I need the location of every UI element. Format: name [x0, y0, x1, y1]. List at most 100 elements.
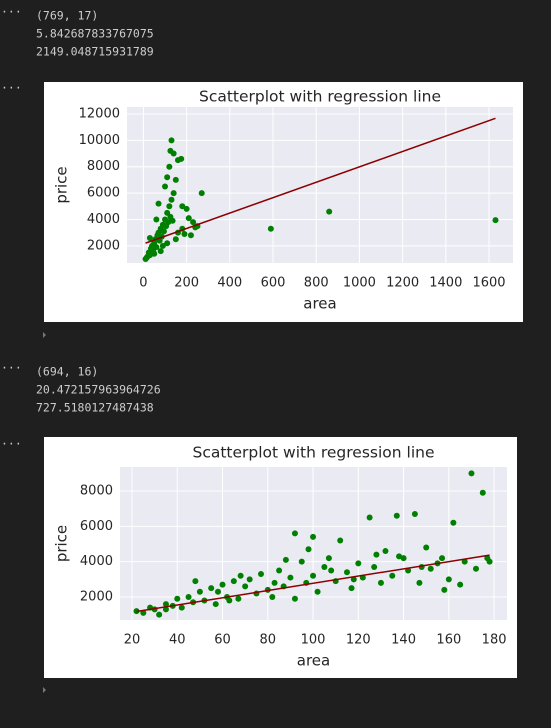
scatter-point: [219, 581, 226, 588]
scatter-point: [170, 150, 177, 157]
scatter-point: [156, 611, 163, 618]
scatter-point: [439, 555, 446, 562]
scatter-point: [208, 585, 215, 592]
scatter-point: [164, 174, 171, 181]
x-tick-label: 60: [214, 633, 231, 648]
regression-line: [136, 554, 490, 613]
scatter-point: [441, 586, 448, 593]
scatter-point: [298, 558, 305, 565]
output-line: (694, 16): [36, 365, 98, 379]
scatter-point: [291, 595, 298, 602]
scatter-point: [310, 533, 317, 540]
scatter-point: [366, 514, 373, 521]
scatter-point: [168, 137, 175, 144]
y-tick-label: 10000: [79, 133, 120, 148]
output-prompt: ···: [1, 81, 22, 95]
scatter-point: [164, 240, 171, 247]
output-prompt: ···: [1, 437, 22, 451]
y-tick-label: 4000: [80, 554, 113, 569]
scatter-point: [377, 579, 384, 586]
y-tick-label: 2000: [87, 238, 120, 253]
x-tick-label: 100: [301, 633, 326, 648]
scatter-point: [242, 583, 249, 590]
x-tick-label: 1400: [429, 276, 462, 291]
scatter-point: [168, 196, 175, 203]
x-tick-label: 400: [217, 276, 242, 291]
scatter-point: [198, 190, 205, 197]
x-tick-label: 600: [261, 276, 286, 291]
scatter-point: [159, 242, 166, 249]
scroll-arrow[interactable]: [43, 687, 46, 693]
x-tick-label: 120: [346, 633, 371, 648]
x-tick-label: 180: [482, 633, 507, 648]
scatter-point: [187, 232, 194, 239]
scatter-point: [492, 217, 499, 224]
scatter-point: [179, 203, 186, 210]
x-tick-label: 20: [124, 633, 141, 648]
scatter-point: [445, 576, 452, 583]
scatter-point: [142, 256, 149, 263]
x-axis-label: area: [297, 652, 330, 670]
regression-line: [145, 117, 496, 244]
scatter-point: [192, 578, 199, 585]
scatter-point: [212, 601, 219, 608]
scatter-point: [269, 593, 276, 600]
output-prompt: ···: [1, 361, 22, 375]
scatter-point: [337, 537, 344, 544]
scatter-point: [183, 205, 190, 212]
scatter-point: [450, 519, 457, 526]
scatter-point: [162, 606, 169, 613]
scatter-point: [155, 200, 162, 207]
scatter-point: [396, 553, 403, 560]
y-tick-label: 8000: [87, 159, 120, 174]
scatter-point: [389, 572, 396, 579]
output-line: 5.842687833767075: [36, 27, 154, 41]
scatter-point: [382, 548, 389, 555]
x-tick-label: 0: [139, 276, 147, 291]
y-tick-label: 12000: [79, 106, 120, 121]
scatter-point: [181, 230, 188, 237]
scatter-point: [371, 563, 378, 570]
scatter-point: [411, 510, 418, 517]
plot-area: [127, 107, 513, 263]
output-line: 2149.048715931789: [36, 45, 154, 59]
y-tick-label: 6000: [87, 186, 120, 201]
scatter-point: [185, 215, 192, 222]
scatter-point: [321, 563, 328, 570]
scatter-point: [416, 579, 423, 586]
scatter-point: [237, 572, 244, 579]
scatter-point: [235, 595, 242, 602]
scatter-point: [310, 572, 317, 579]
scatter-point: [178, 155, 185, 162]
scatter-point: [479, 489, 486, 496]
x-tick-label: 1600: [472, 276, 505, 291]
y-axis-label: price: [53, 166, 71, 203]
scatter-point: [162, 601, 169, 608]
scatter-point: [214, 588, 221, 595]
y-tick-label: 2000: [80, 589, 113, 604]
scatter-point: [226, 597, 233, 604]
chart-title: Scatterplot with regression line: [192, 444, 434, 462]
scatter-point: [314, 588, 321, 595]
scatter-point: [166, 163, 173, 170]
scatter-point: [468, 470, 475, 477]
scatter-point: [164, 209, 171, 216]
x-tick-label: 200: [174, 276, 199, 291]
scatter-point: [153, 244, 160, 251]
scroll-arrow[interactable]: [43, 332, 46, 338]
output-prompt: ···: [1, 5, 22, 19]
x-tick-label: 140: [391, 633, 416, 648]
scatter-point: [166, 203, 173, 210]
x-tick-label: 1200: [386, 276, 419, 291]
scatter-point: [162, 183, 169, 190]
scatter-point: [185, 593, 192, 600]
scatter-point: [423, 544, 430, 551]
scatter-point: [172, 236, 179, 243]
output-line: 20.472157963964726: [36, 383, 161, 397]
x-tick-label: 80: [260, 633, 277, 648]
scatter-point: [373, 551, 380, 558]
scatter-point: [169, 217, 176, 224]
scatter-point: [246, 576, 253, 583]
scatter-point: [461, 558, 468, 565]
scatter-point: [393, 512, 400, 519]
